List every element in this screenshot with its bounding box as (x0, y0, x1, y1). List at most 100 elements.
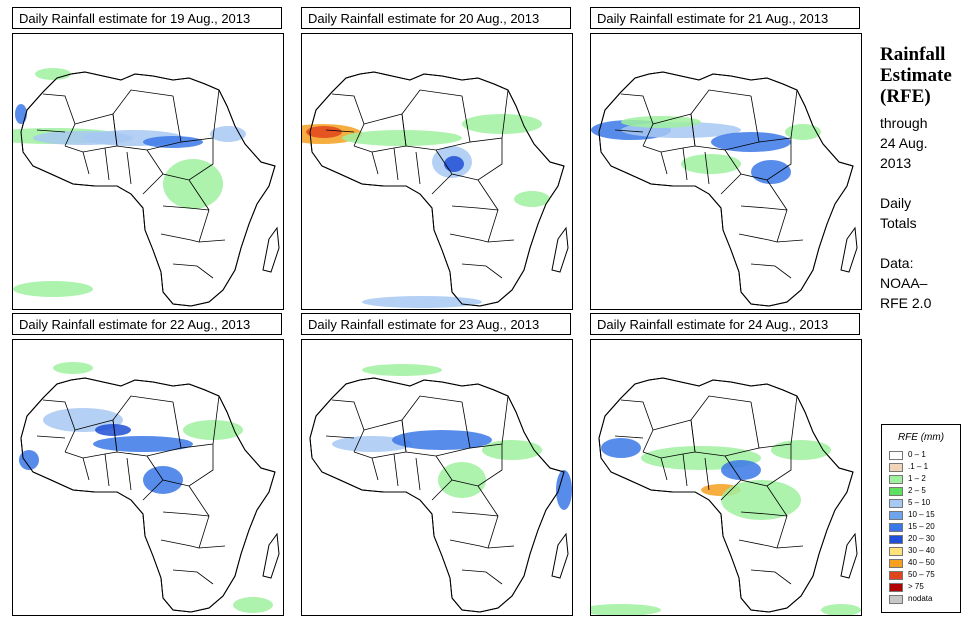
legend-title: RFE (mm) (897, 432, 945, 443)
country-border (750, 89, 798, 143)
legend-label: 2 – 5 (908, 486, 926, 495)
panel-title: Daily Rainfall estimate for 22 Aug., 201… (12, 313, 282, 335)
country-border (660, 151, 668, 175)
africa-rainfall-map (590, 339, 862, 616)
side-caption: Rainfall Estimate (RFE) through 24 Aug. … (880, 44, 965, 313)
country-border (42, 399, 76, 453)
country-border (690, 395, 752, 453)
legend-label: 15 – 20 (908, 522, 935, 531)
legend-label: 5 – 10 (908, 498, 931, 507)
legend-item: 50 – 75 (889, 570, 959, 581)
country-border (690, 89, 752, 147)
country-border (682, 453, 688, 487)
panel-20-aug: Daily Rainfall estimate for 20 Aug., 201… (301, 7, 573, 310)
country-border (461, 89, 509, 143)
legend-label: 10 – 15 (908, 510, 935, 519)
legend-swatch (889, 487, 903, 496)
rainfall-area (362, 364, 442, 376)
country-border (704, 457, 710, 491)
legend-swatch (889, 571, 903, 580)
panel-title: Daily Rainfall estimate for 21 Aug., 201… (590, 7, 860, 29)
country-border (126, 151, 132, 185)
rainfall-area (482, 440, 542, 460)
country-border (172, 263, 214, 279)
data-line: RFE 2.0 (880, 295, 932, 311)
legend-item: nodata (889, 594, 959, 605)
country-border (353, 141, 471, 153)
panel-title: Daily Rainfall estimate for 20 Aug., 201… (301, 7, 571, 29)
rainfall-area (591, 604, 661, 615)
legend-label: 20 – 30 (908, 534, 935, 543)
country-border (461, 569, 503, 585)
legend-item: 1 – 2 (889, 474, 959, 485)
country-border (738, 233, 804, 243)
rainfall-area (93, 436, 193, 452)
rainfall-area (143, 136, 203, 148)
country-border (461, 263, 503, 279)
rainfall-area (392, 430, 492, 450)
country-border (431, 173, 453, 195)
coastline (20, 71, 276, 307)
country-border (172, 395, 220, 449)
side-totals: Daily Totals (880, 193, 965, 233)
country-border (642, 447, 760, 459)
country-border (160, 539, 226, 549)
legend-item: 40 – 50 (889, 558, 959, 569)
panel-23-aug: Daily Rainfall estimate for 23 Aug., 201… (301, 313, 573, 616)
totals-line: Totals (880, 215, 917, 231)
country-border (331, 399, 365, 453)
country-border (682, 147, 688, 181)
rainfall-area (342, 130, 462, 146)
africa-rainfall-map (590, 33, 862, 310)
rainfall-area (721, 460, 761, 480)
country-border (738, 539, 804, 549)
legend-item: .1 – 1 (889, 462, 959, 473)
country-border (614, 129, 644, 133)
madagascar (262, 226, 280, 273)
rainfall-area (721, 480, 801, 520)
country-border (82, 151, 90, 175)
legend-label: > 75 (908, 582, 924, 591)
legend-swatch (889, 595, 903, 604)
country-border (449, 539, 515, 549)
legend-swatch (889, 547, 903, 556)
data-line: NOAA– (880, 275, 928, 291)
country-border (720, 479, 742, 501)
legend-swatch (889, 523, 903, 532)
country-border (415, 151, 421, 185)
country-border (126, 457, 132, 491)
panel-title: Daily Rainfall estimate for 19 Aug., 201… (12, 7, 282, 29)
country-border (162, 511, 210, 517)
country-border (393, 453, 399, 487)
panel-title: Daily Rainfall estimate for 23 Aug., 201… (301, 313, 571, 335)
country-border (371, 457, 379, 481)
country-border (431, 479, 453, 501)
legend-item: 30 – 40 (889, 546, 959, 557)
country-border (393, 147, 399, 181)
country-border (704, 151, 710, 185)
country-border (614, 435, 644, 439)
country-border (371, 151, 379, 175)
panel-24-aug: Daily Rainfall estimate for 24 Aug., 201… (590, 313, 862, 616)
legend-label: 30 – 40 (908, 546, 935, 555)
africa-rainfall-map (301, 339, 573, 616)
rainfall-area (601, 438, 641, 458)
rainfall-area (15, 104, 27, 124)
rainfall-area (35, 68, 71, 80)
country-border (162, 205, 210, 211)
country-border (82, 457, 90, 481)
country-border (353, 447, 471, 459)
africa-rainfall-map (12, 33, 284, 310)
coastline (20, 377, 276, 613)
rainfall-area (821, 604, 861, 615)
rainfall-area (183, 420, 243, 440)
country-border (160, 233, 226, 243)
country-border (42, 93, 76, 147)
panel-19-aug: Daily Rainfall estimate for 19 Aug., 201… (12, 7, 284, 310)
country-border (451, 205, 499, 211)
side-title-line: Rainfall (880, 44, 946, 65)
country-border (36, 435, 66, 439)
country-border (750, 569, 792, 585)
legend-item: 15 – 20 (889, 522, 959, 533)
country-border (660, 457, 668, 481)
